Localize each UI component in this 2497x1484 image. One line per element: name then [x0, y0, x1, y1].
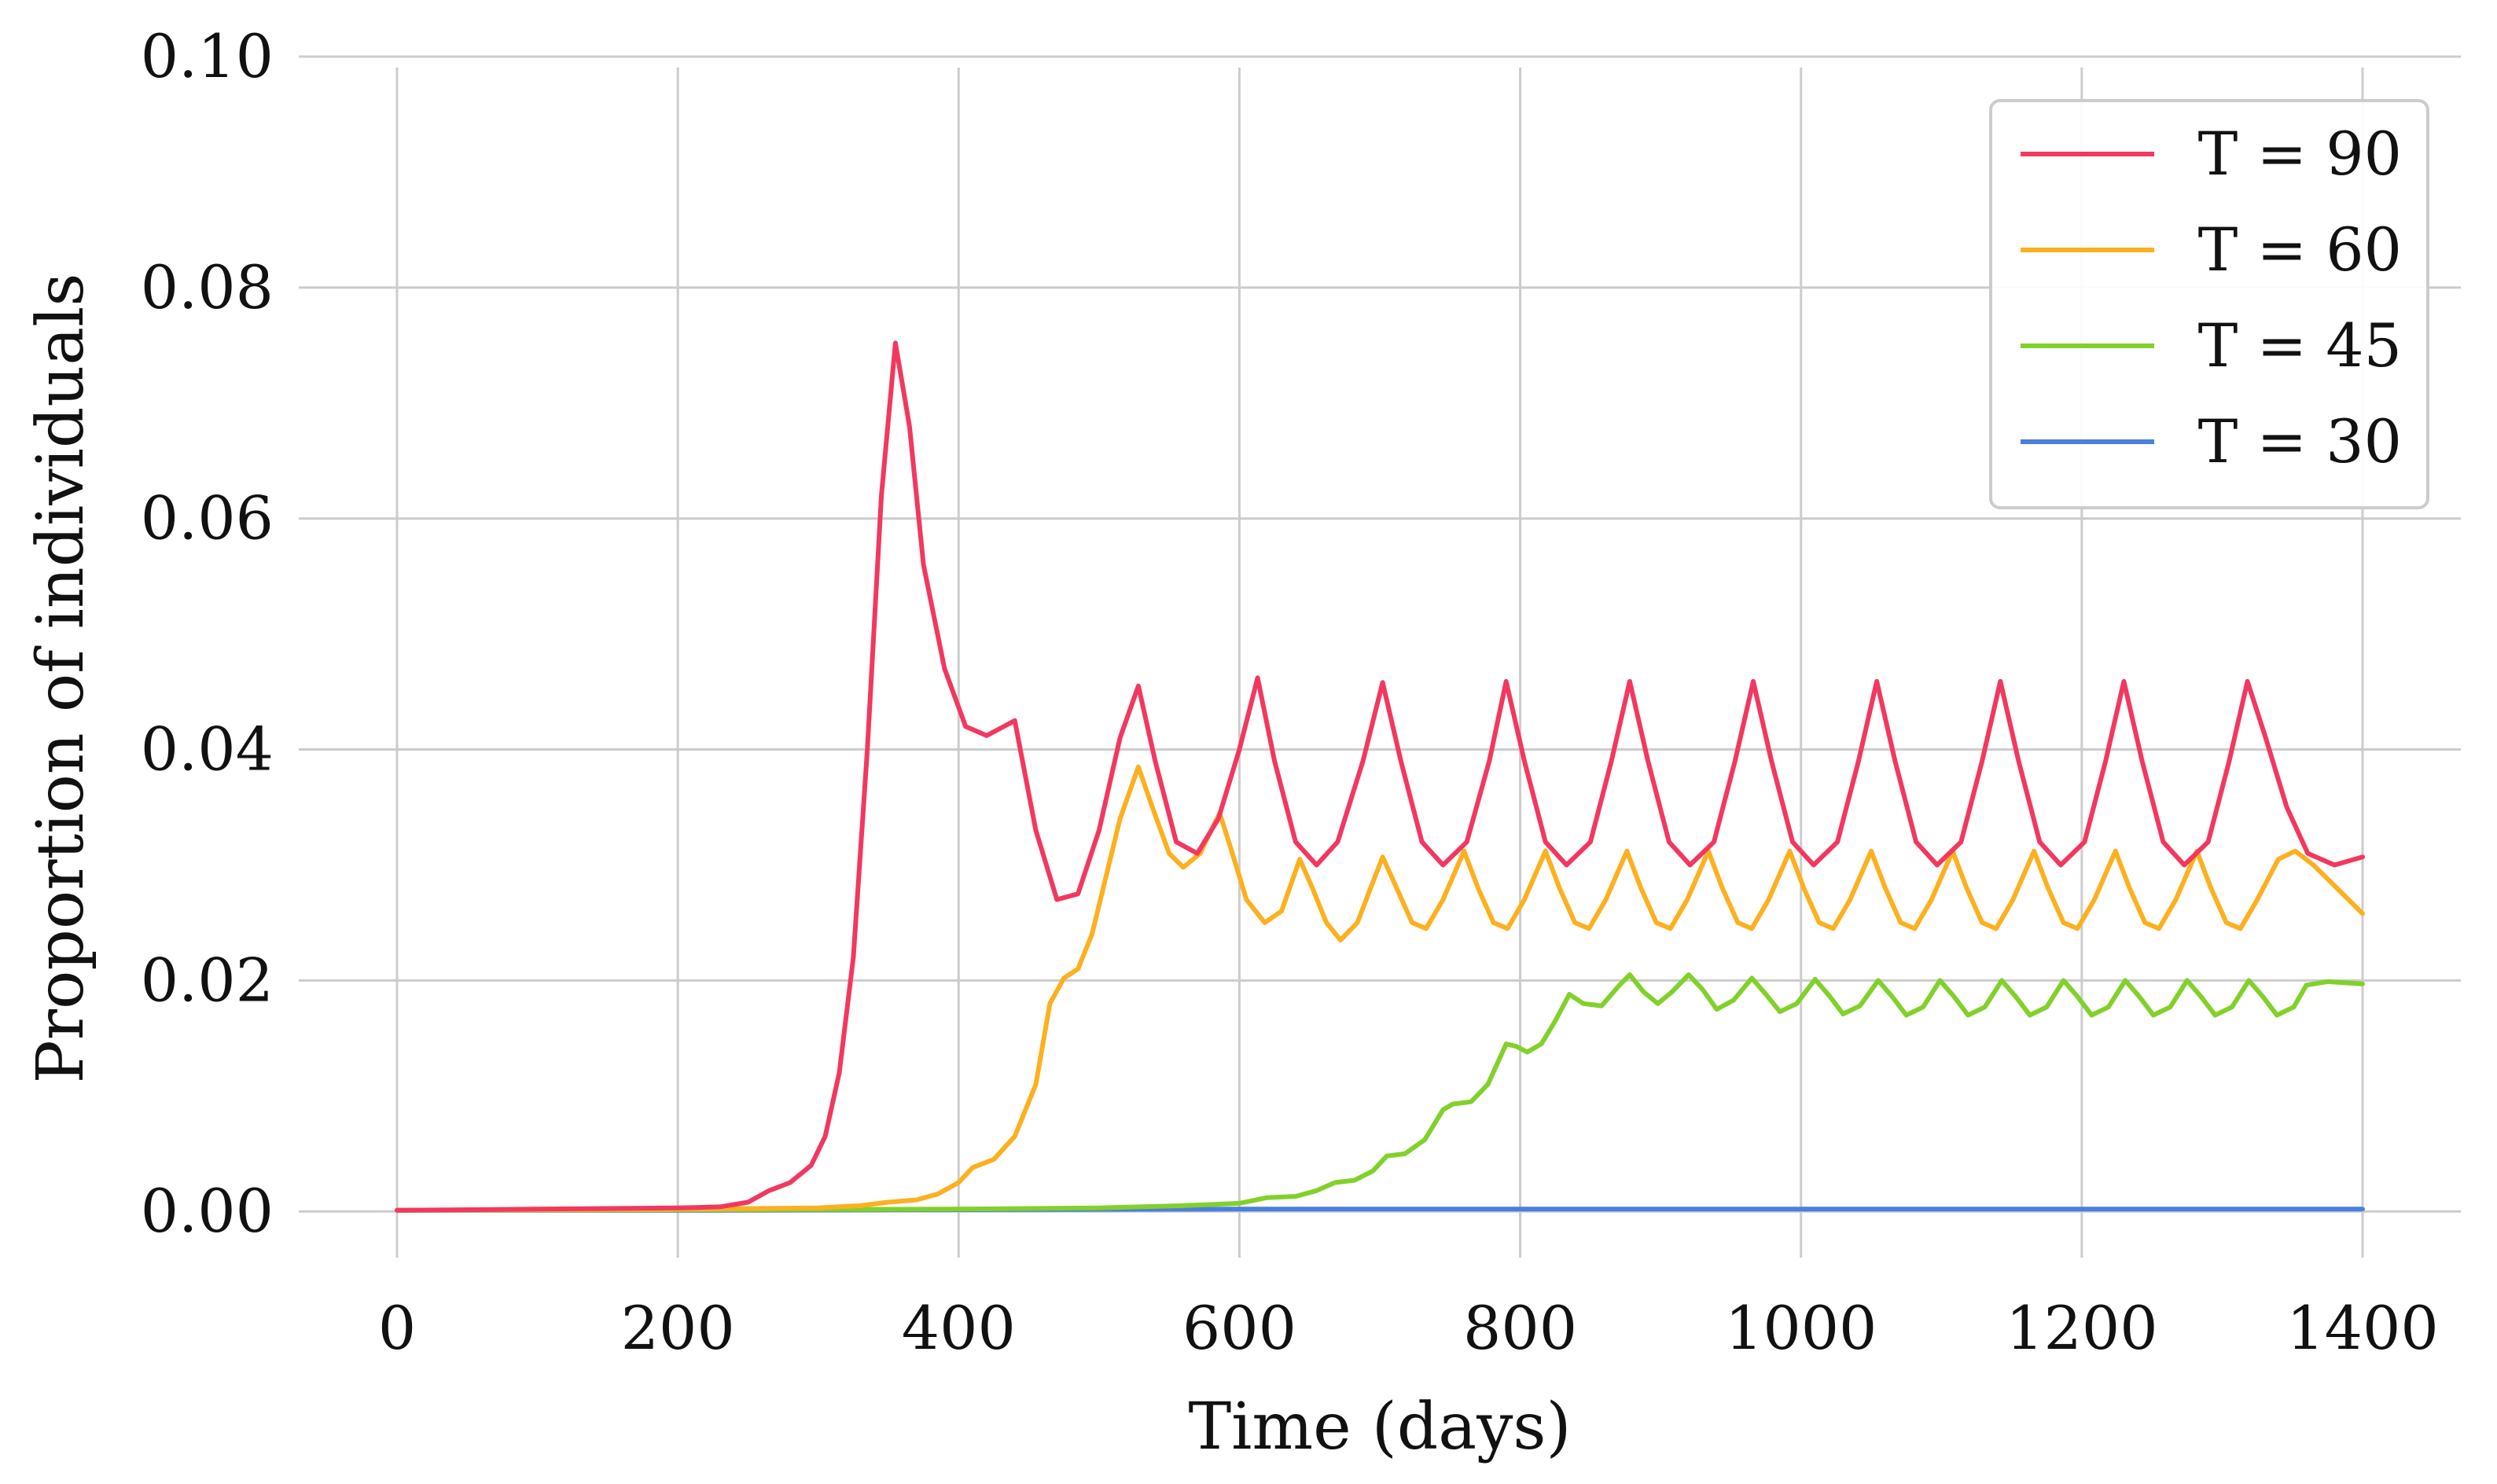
- y-axis-title: Proportion of individuals: [24, 274, 98, 1084]
- y-tick-label: 0.00: [141, 1176, 274, 1246]
- x-tick-label: 400: [902, 1293, 1016, 1363]
- x-tick-label: 600: [1182, 1293, 1296, 1363]
- series-line-t-90: [395, 340, 2365, 1213]
- x-tick-labels: 0 200 400 600 800 1000 1200 1400: [378, 1293, 2439, 1363]
- legend-frame: [1989, 99, 2429, 509]
- x-tick-label: 200: [621, 1293, 735, 1363]
- y-tick-labels: 0.00 0.02 0.04 0.06 0.08 0.10: [141, 21, 274, 1246]
- series-layer: [395, 340, 2365, 1213]
- legend-label-t-60: T = 60: [2198, 215, 2402, 285]
- y-tick-label: 0.02: [141, 945, 274, 1015]
- legend-label-t-30: T = 30: [2198, 406, 2402, 476]
- legend-label-t-90: T = 90: [2198, 119, 2402, 189]
- x-tick-label: 1000: [1725, 1293, 1877, 1363]
- y-tick-label: 0.06: [141, 483, 274, 553]
- x-tick-label: 1400: [2286, 1293, 2438, 1363]
- x-tick-label: 1200: [2006, 1293, 2157, 1363]
- y-tick-label: 0.04: [141, 714, 274, 784]
- legend-label-t-45: T = 45: [2198, 310, 2402, 380]
- x-tick-label: 800: [1463, 1293, 1577, 1363]
- legend: T = 90 T = 60 T = 45 T = 30: [1989, 99, 2429, 509]
- x-axis-title: Time (days): [1188, 1390, 1571, 1464]
- x-tick-label: 0: [378, 1293, 416, 1363]
- series-line-t-45: [395, 972, 2365, 1213]
- y-tick-label: 0.08: [141, 252, 274, 322]
- y-tick-label: 0.10: [141, 21, 274, 91]
- series-line-t-60: [395, 764, 2365, 1213]
